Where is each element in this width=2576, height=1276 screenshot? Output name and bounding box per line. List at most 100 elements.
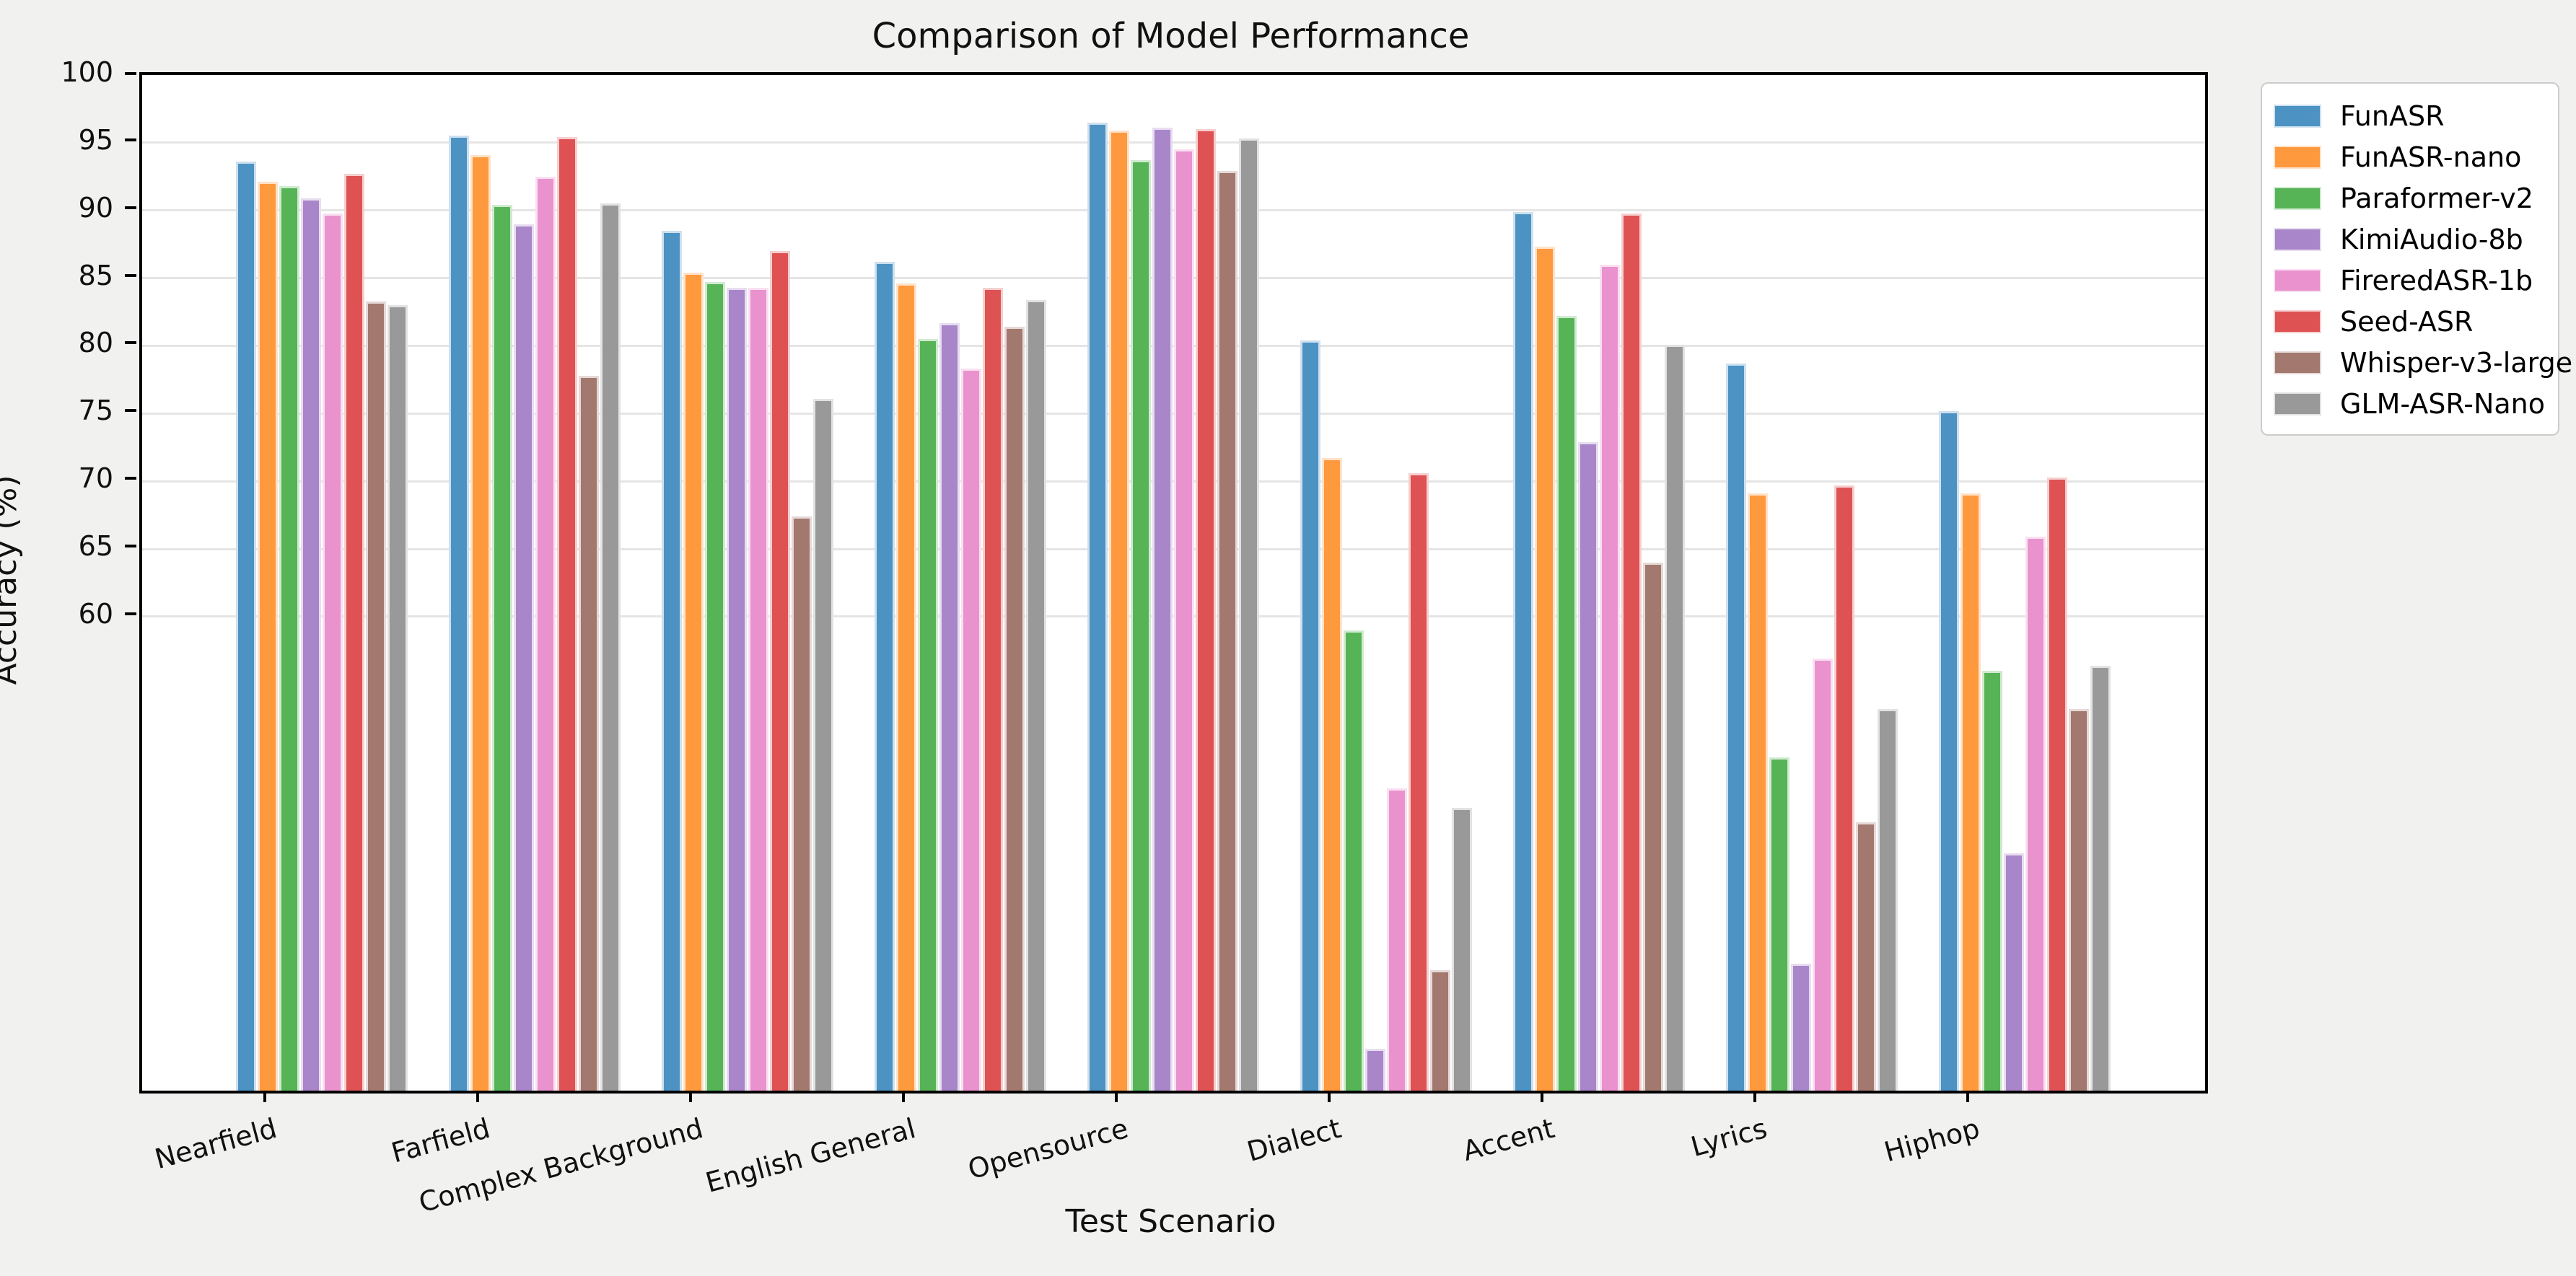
bar-Whisper-v3-large-Opensource <box>1217 171 1237 1091</box>
legend-swatch-Paraformer-v2 <box>2274 186 2321 210</box>
bar-GLM-ASR-Nano-Nearfield <box>387 305 408 1091</box>
x-tick-mark-6 <box>1541 1091 1543 1102</box>
legend-item-FireredASR-1b: FireredASR-1b <box>2274 260 2548 301</box>
bar-KimiAudio-8b-Nearfield <box>301 198 321 1091</box>
bar-KimiAudio-8b-Opensource <box>1152 128 1173 1091</box>
chart-title: Comparison of Model Performance <box>872 16 1470 56</box>
y-tick-label-100: 100 <box>61 56 113 88</box>
bar-Whisper-v3-large-Accent <box>1643 562 1663 1091</box>
x-tick-mark-2 <box>689 1091 692 1102</box>
bar-Seed-ASR-Farfield <box>557 137 577 1091</box>
legend-swatch-Whisper-v3-large <box>2274 351 2321 374</box>
bar-Seed-ASR-Opensource <box>1196 129 1216 1091</box>
y-tick-mark-85 <box>125 273 136 277</box>
bar-FunASR-nano-Farfield <box>470 154 491 1091</box>
bar-GLM-ASR-Nano-Opensource <box>1239 138 1259 1091</box>
x-tick-mark-1 <box>476 1091 479 1102</box>
legend-box: FunASR FunASR-nano Paraformer-v2 KimiAudio-… <box>2261 82 2572 436</box>
bar-Paraformer-v2-Dialect <box>1344 630 1364 1091</box>
bar-Whisper-v3-large-Nearfield <box>366 301 386 1091</box>
legend-label-Whisper-v3-large: Whisper-v3-large <box>2340 346 2573 379</box>
y-tick-mark-100 <box>125 72 136 75</box>
bar-Whisper-v3-large-Lyrics <box>1856 822 1876 1091</box>
legend-label-Seed-ASR: Seed-ASR <box>2340 305 2474 338</box>
x-tick-mark-3 <box>902 1091 905 1102</box>
bar-Paraformer-v2-Lyrics <box>1769 757 1789 1091</box>
y-tick-mark-90 <box>125 206 136 209</box>
bar-FireredASR-1b-Farfield <box>535 176 556 1091</box>
gridline-y-65 <box>142 547 2205 550</box>
x-tick-label-3: English General <box>702 1112 919 1199</box>
y-tick-mark-70 <box>125 477 136 480</box>
bar-FireredASR-1b-Dialect <box>1387 788 1407 1091</box>
bar-GLM-ASR-Nano-Hiphop <box>2090 665 2111 1091</box>
x-tick-mark-7 <box>1753 1091 1756 1102</box>
bar-Paraformer-v2-English General <box>918 339 938 1091</box>
legend-swatch-GLM-ASR-Nano <box>2274 392 2321 415</box>
x-axis-label: Test Scenario <box>1065 1203 1276 1240</box>
bar-KimiAudio-8b-Farfield <box>514 224 534 1091</box>
legend-label-KimiAudio-8b: KimiAudio-8b <box>2340 223 2523 255</box>
bar-FunASR-nano-Hiphop <box>1961 493 1981 1091</box>
bar-GLM-ASR-Nano-Lyrics <box>1878 708 1898 1091</box>
bar-FireredASR-1b-Hiphop <box>2025 537 2046 1091</box>
y-tick-mark-80 <box>125 341 136 345</box>
bar-FunASR-Accent <box>1513 211 1533 1091</box>
bar-Paraformer-v2-Accent <box>1556 316 1577 1091</box>
bar-FireredASR-1b-Complex Background <box>748 287 768 1091</box>
legend-item-FunASR-nano: FunASR-nano <box>2274 136 2548 177</box>
bar-FunASR-Farfield <box>449 136 469 1091</box>
bar-Seed-ASR-Dialect <box>1409 472 1429 1091</box>
bar-FireredASR-1b-Nearfield <box>323 213 343 1091</box>
bar-GLM-ASR-Nano-English General <box>1026 299 1046 1091</box>
legend-swatch-KimiAudio-8b <box>2274 227 2321 251</box>
bar-GLM-ASR-Nano-Complex Background <box>813 398 833 1091</box>
bar-GLM-ASR-Nano-Dialect <box>1452 807 1472 1091</box>
bar-FireredASR-1b-English General <box>961 369 981 1091</box>
y-tick-label-75: 75 <box>78 395 113 427</box>
bar-Whisper-v3-large-English General <box>1004 327 1025 1091</box>
bar-KimiAudio-8b-Accent <box>1578 441 1598 1091</box>
bar-FunASR-nano-Dialect <box>1322 458 1342 1091</box>
y-tick-mark-75 <box>125 409 136 413</box>
bar-FireredASR-1b-Accent <box>1600 264 1620 1091</box>
bar-FireredASR-1b-Lyrics <box>1813 659 1833 1091</box>
y-tick-label-90: 90 <box>78 191 113 224</box>
legend-label-FunASR: FunASR <box>2340 100 2445 132</box>
gridline-y-80 <box>142 344 2205 347</box>
bar-FunASR-nano-Accent <box>1535 247 1555 1091</box>
y-tick-mark-95 <box>125 138 136 141</box>
y-tick-label-70: 70 <box>78 462 113 495</box>
gridline-y-75 <box>142 412 2205 415</box>
legend-item-GLM-ASR-Nano: GLM-ASR-Nano <box>2274 383 2548 424</box>
bar-Seed-ASR-Lyrics <box>1834 485 1854 1091</box>
bar-KimiAudio-8b-Complex Background <box>727 287 747 1091</box>
y-axis-label: Accuracy (%) <box>0 475 24 685</box>
bar-FunASR-Opensource <box>1087 122 1108 1091</box>
gridline-y-60 <box>142 615 2205 618</box>
bar-FunASR-English General <box>875 262 895 1091</box>
bar-Seed-ASR-English General <box>983 287 1003 1091</box>
bar-Whisper-v3-large-Complex Background <box>792 516 812 1091</box>
y-tick-label-80: 80 <box>78 327 113 359</box>
y-tick-label-65: 65 <box>78 530 113 563</box>
bar-Paraformer-v2-Nearfield <box>279 185 299 1091</box>
bar-Whisper-v3-large-Hiphop <box>2069 708 2089 1091</box>
bar-Whisper-v3-large-Dialect <box>1430 969 1450 1091</box>
bar-KimiAudio-8b-English General <box>939 322 960 1091</box>
bar-Seed-ASR-Complex Background <box>770 251 790 1091</box>
x-tick-mark-5 <box>1328 1091 1331 1102</box>
legend-swatch-FunASR-nano <box>2274 145 2321 169</box>
bar-KimiAudio-8b-Dialect <box>1365 1048 1385 1091</box>
y-tick-label-85: 85 <box>78 259 113 291</box>
x-tick-label-1: Farfield <box>387 1112 494 1169</box>
bar-Seed-ASR-Hiphop <box>2047 477 2067 1091</box>
bar-FunASR-Dialect <box>1300 340 1320 1091</box>
y-tick-mark-65 <box>125 545 136 548</box>
bar-Paraformer-v2-Hiphop <box>1982 671 2002 1091</box>
legend-swatch-FunASR <box>2274 104 2321 128</box>
y-tick-label-60: 60 <box>78 597 113 630</box>
x-tick-label-5: Dialect <box>1243 1112 1345 1168</box>
x-tick-label-6: Accent <box>1458 1112 1558 1168</box>
